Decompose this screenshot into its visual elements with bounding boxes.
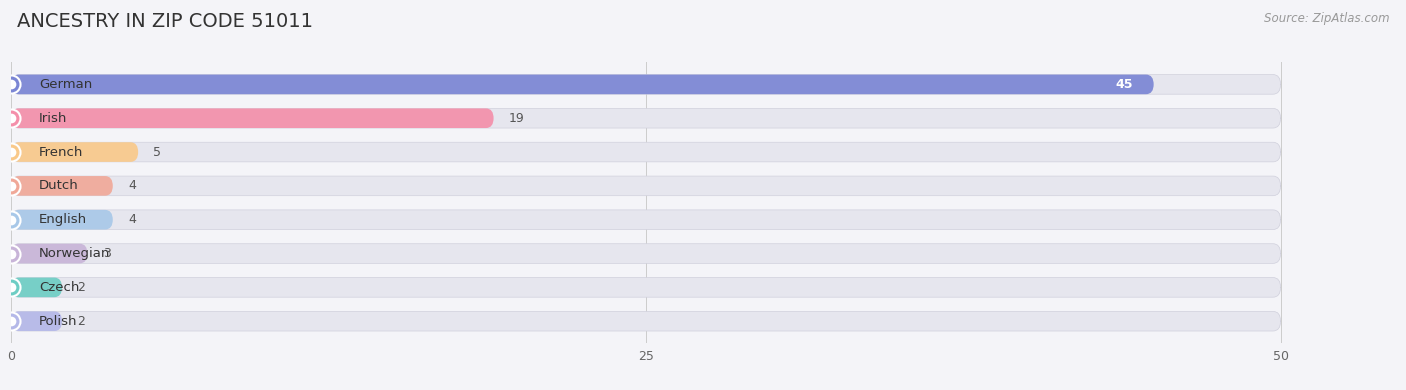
- FancyBboxPatch shape: [11, 176, 112, 196]
- Text: Source: ZipAtlas.com: Source: ZipAtlas.com: [1264, 12, 1389, 25]
- Text: French: French: [39, 145, 83, 159]
- FancyBboxPatch shape: [11, 176, 1281, 196]
- FancyBboxPatch shape: [11, 311, 1281, 331]
- FancyBboxPatch shape: [11, 108, 494, 128]
- Text: Irish: Irish: [39, 112, 67, 125]
- FancyBboxPatch shape: [11, 74, 1281, 94]
- FancyBboxPatch shape: [11, 244, 1281, 263]
- Text: 2: 2: [77, 315, 86, 328]
- FancyBboxPatch shape: [11, 210, 1281, 230]
- FancyBboxPatch shape: [11, 74, 1154, 94]
- Text: ANCESTRY IN ZIP CODE 51011: ANCESTRY IN ZIP CODE 51011: [17, 12, 314, 31]
- Text: English: English: [39, 213, 87, 226]
- Text: 4: 4: [128, 179, 136, 192]
- FancyBboxPatch shape: [11, 210, 112, 230]
- FancyBboxPatch shape: [11, 244, 87, 263]
- FancyBboxPatch shape: [11, 278, 62, 297]
- Text: 5: 5: [153, 145, 162, 159]
- Text: Czech: Czech: [39, 281, 80, 294]
- FancyBboxPatch shape: [11, 311, 62, 331]
- FancyBboxPatch shape: [11, 142, 1281, 162]
- Text: 2: 2: [77, 281, 86, 294]
- FancyBboxPatch shape: [11, 108, 1281, 128]
- Text: 45: 45: [1116, 78, 1133, 91]
- Text: Norwegian: Norwegian: [39, 247, 111, 260]
- Text: 19: 19: [509, 112, 524, 125]
- FancyBboxPatch shape: [11, 278, 1281, 297]
- Text: 4: 4: [128, 213, 136, 226]
- Text: German: German: [39, 78, 93, 91]
- FancyBboxPatch shape: [11, 142, 138, 162]
- Text: 3: 3: [103, 247, 111, 260]
- Text: Dutch: Dutch: [39, 179, 79, 192]
- Text: Polish: Polish: [39, 315, 77, 328]
